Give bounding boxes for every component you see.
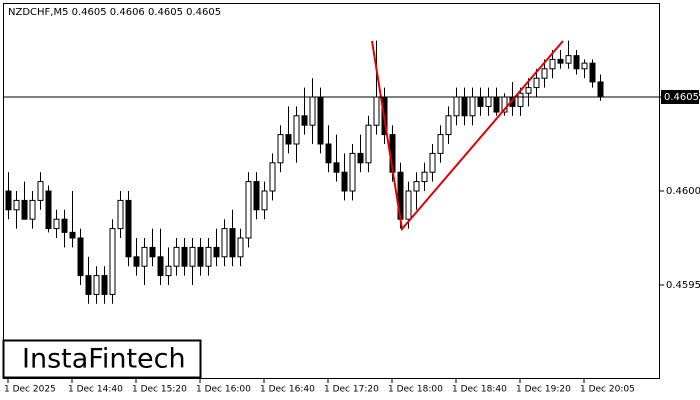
y-tick-label: 0.4600 xyxy=(666,186,700,197)
candle-body xyxy=(61,218,68,233)
candle-body xyxy=(13,199,20,211)
candle-body xyxy=(461,96,468,117)
candle-body xyxy=(165,265,172,277)
candle-body xyxy=(525,87,532,94)
pattern-lines xyxy=(371,40,564,232)
candle-body xyxy=(125,199,132,258)
candle-body xyxy=(93,275,100,295)
candle-body xyxy=(349,152,356,192)
candle-body xyxy=(573,55,580,70)
candle-body xyxy=(285,134,292,145)
x-tick-label: 1 Dec 18:00 xyxy=(388,385,443,395)
candle-body xyxy=(541,68,548,79)
candle-body xyxy=(85,275,92,295)
candle-body xyxy=(485,96,492,107)
candle-body xyxy=(117,199,124,230)
x-tick-label: 1 Dec 16:00 xyxy=(196,385,251,395)
candle-body xyxy=(141,246,148,267)
candle-body xyxy=(197,246,204,267)
candle-body xyxy=(205,246,212,267)
candle-body xyxy=(333,162,340,173)
candle-body xyxy=(357,152,364,164)
candle-body xyxy=(37,181,44,201)
candle-body xyxy=(149,246,156,258)
candle-body xyxy=(229,228,236,258)
candle-body xyxy=(565,55,572,64)
y-tick-label: 0.4595 xyxy=(666,280,700,291)
price-label: 0.4605 xyxy=(664,92,699,103)
x-tick-label: 1 Dec 15:20 xyxy=(132,385,187,395)
logo-box xyxy=(2,339,202,379)
candle-body xyxy=(5,190,12,211)
x-tick-label: 1 Dec 17:20 xyxy=(324,385,379,395)
candle-body xyxy=(261,190,268,211)
candle-body xyxy=(477,96,484,107)
candle-body xyxy=(29,199,36,220)
candle-body xyxy=(157,256,164,277)
candle-body xyxy=(405,190,412,220)
candle-body xyxy=(453,96,460,117)
candles xyxy=(5,40,604,304)
candle-body xyxy=(109,228,116,295)
candle-body xyxy=(69,231,76,239)
candle-body xyxy=(469,96,476,117)
x-tick-label: 1 Dec 16:40 xyxy=(260,385,315,395)
x-tick-label: 1 Dec 14:40 xyxy=(68,385,123,395)
candle-body xyxy=(421,171,428,183)
candle-body xyxy=(213,246,220,258)
candle-body xyxy=(317,96,324,145)
candle-body xyxy=(373,96,380,126)
candle-body xyxy=(413,181,420,192)
candle-body xyxy=(309,96,316,126)
chart-title: NZDCHF,M5 0.4605 0.4606 0.4605 0.4605 xyxy=(8,7,221,18)
logo: InstaFintech xyxy=(22,344,186,375)
candle-body xyxy=(245,181,252,239)
candle-body xyxy=(221,228,228,258)
x-tick-label: 1 Dec 2025 xyxy=(4,385,56,395)
candle-body xyxy=(301,115,308,126)
candle-body xyxy=(253,181,260,211)
candle-body xyxy=(237,237,244,258)
candle-body xyxy=(597,81,604,98)
x-tick-label: 1 Dec 18:40 xyxy=(452,385,507,395)
candle-body xyxy=(517,92,524,107)
candle-body xyxy=(493,96,500,113)
candle-body xyxy=(269,162,276,192)
candle-body xyxy=(293,115,300,145)
x-tick-label: 1 Dec 20:05 xyxy=(580,385,635,395)
candle-body xyxy=(437,134,444,154)
price-label-box xyxy=(661,90,699,104)
candle-body xyxy=(101,275,108,295)
candle-body xyxy=(429,152,436,173)
candle-body xyxy=(341,171,348,192)
candle-body xyxy=(549,58,556,70)
candle-body xyxy=(325,143,332,164)
candle-body xyxy=(581,62,588,70)
candle-body xyxy=(557,58,564,64)
candle-body xyxy=(181,246,188,267)
candle-body xyxy=(21,199,28,220)
candle-body xyxy=(277,134,284,164)
candle-body xyxy=(133,256,140,267)
candle-body xyxy=(189,246,196,267)
candle-body xyxy=(77,237,84,277)
candle-body xyxy=(45,190,52,230)
candle-body xyxy=(173,246,180,267)
candle-body xyxy=(445,115,452,136)
candle-body xyxy=(365,124,372,164)
candle-body xyxy=(533,77,540,89)
candle-body xyxy=(53,218,60,230)
candle-body xyxy=(589,62,596,83)
x-tick-label: 1 Dec 19:20 xyxy=(516,385,571,395)
